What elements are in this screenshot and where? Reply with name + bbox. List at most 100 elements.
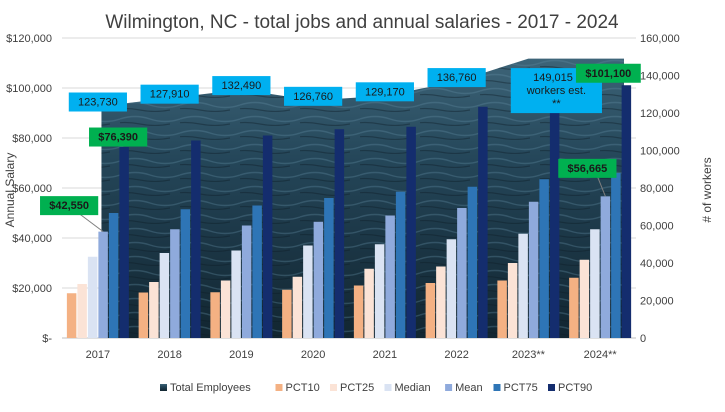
legend-label: PCT75: [504, 382, 538, 394]
y2-tick-label: 0: [640, 333, 646, 345]
y-tick-label: $40,000: [12, 233, 52, 245]
bar-median-0: [87, 256, 98, 338]
salary-callout-0: $42,550: [40, 196, 99, 216]
bar-pct25-7: [579, 259, 590, 338]
bar-median-2: [231, 250, 241, 338]
y-tick-label: $80,000: [12, 133, 52, 145]
employee-callout-4: 129,170: [355, 82, 414, 102]
legend-swatch: [330, 384, 337, 391]
bar-pct10-5: [425, 283, 436, 338]
bar-mean-3: [313, 221, 324, 338]
bar-pct75-3: [324, 198, 334, 338]
employee-callout-3: 126,760: [284, 86, 343, 106]
bar-pct25-3: [292, 276, 303, 338]
x-axis-ticks: 2017 2018 2019 2020 2021 2022 2023** 2024**: [86, 349, 618, 361]
bar-mean-5: [457, 208, 467, 338]
y-tick-label: $20,000: [12, 283, 52, 295]
bar-pct10-1: [138, 292, 149, 338]
bar-pct90-6: [549, 95, 560, 338]
salary-callout-1-text: $76,390: [98, 132, 138, 144]
bar-median-6: [518, 233, 528, 338]
bar-pct10-3: [282, 289, 292, 338]
employee-callout-6-text: 149,015 -: [533, 72, 580, 84]
employee-callout-3-box: [284, 86, 343, 106]
salary-callout-1-box: [89, 127, 148, 147]
legend-item-5: PCT75: [493, 382, 538, 394]
bar-pct25-4: [364, 268, 374, 338]
employee-callout-5-box: [427, 68, 486, 88]
bar-pct75-0: [108, 213, 119, 338]
employee-callout-1-box: [140, 84, 199, 104]
bar-pct90-0: [119, 147, 129, 338]
y2-tick-label: 160,000: [640, 33, 680, 45]
bar-pct10-4: [353, 285, 364, 338]
y-axis-title: Annual Salary: [3, 153, 17, 228]
bar-pct90-4: [406, 126, 416, 338]
bar-pct25-0: [77, 284, 87, 338]
bar-pct25-5: [436, 266, 446, 338]
legend-label: Median: [395, 382, 431, 394]
employee-callout-2: 132,490: [212, 76, 271, 96]
salary-callout-0-text: $42,550: [49, 200, 89, 212]
bars: [66, 85, 632, 338]
employee-callout-6-text: workers est.: [526, 85, 586, 97]
employee-callout-6-text: **: [552, 98, 561, 110]
y-axis-ticks: $- $20,000 $40,000 $60,000 $80,000 $100,000 $1…: [6, 33, 52, 345]
salary-callout-1: $76,390: [89, 127, 148, 147]
bar-pct90-1: [191, 140, 201, 338]
employee-callout-1: 127,910: [140, 84, 199, 104]
legend-label: PCT90: [558, 382, 592, 394]
salary-callout-0-box: [40, 196, 99, 216]
bar-mean-6: [528, 201, 539, 338]
y2-tick-label: 20,000: [640, 296, 674, 308]
legend-swatch: [548, 384, 555, 391]
x-tick-label: 2017: [86, 349, 110, 361]
x-tick-label: 2023**: [512, 349, 546, 361]
bar-mean-7: [600, 196, 611, 338]
legend-label: Mean: [455, 382, 483, 394]
bar-mean-4: [385, 215, 395, 338]
bar-pct10-0: [66, 293, 77, 338]
legend-swatch: [384, 384, 392, 391]
bar-median-4: [374, 244, 385, 338]
legend-item-4: Mean: [445, 382, 483, 394]
y2-tick-label: 60,000: [640, 221, 674, 233]
bar-pct25-2: [220, 280, 231, 338]
bar-mean-2: [241, 225, 252, 338]
salary-callout-leader-0: [78, 213, 104, 233]
y-tick-label: $-: [42, 333, 52, 345]
employee-callout-0-box: [68, 92, 127, 112]
employee-callout-0: 123,730: [68, 92, 127, 112]
chart-title: Wilmington, NC - total jobs and annual s…: [105, 12, 619, 33]
legend-item-1: PCT10: [275, 382, 320, 394]
bar-pct75-2: [252, 205, 262, 338]
employee-callout-0-text: 123,730: [78, 97, 118, 109]
employee-callout-3-text: 126,760: [293, 91, 333, 103]
y2-tick-label: 140,000: [640, 71, 680, 83]
legend-label: Total Employees: [170, 382, 251, 394]
bar-mean-0: [98, 231, 108, 338]
bar-pct75-7: [611, 173, 621, 338]
y2-tick-label: 120,000: [640, 108, 680, 120]
bar-median-1: [159, 253, 170, 338]
legend-label: PCT25: [340, 382, 374, 394]
legend-item-3: Median: [384, 382, 431, 394]
y2-tick-label: 80,000: [640, 183, 674, 195]
y-tick-label: $60,000: [12, 183, 52, 195]
employee-callout-2-box: [212, 76, 271, 96]
y2-tick-label: 40,000: [640, 258, 674, 270]
x-tick-label: 2024**: [584, 349, 618, 361]
employee-callout-1-text: 127,910: [150, 89, 190, 101]
x-tick-label: 2021: [373, 349, 397, 361]
legend-swatch: [160, 384, 167, 391]
legend-swatch: [275, 384, 283, 391]
legend-item-6: PCT90: [548, 382, 592, 394]
y-tick-label: $120,000: [6, 33, 52, 45]
legend-item-0: Total Employees: [160, 382, 251, 394]
legend-swatch: [493, 384, 501, 391]
y-tick-label: $100,000: [6, 83, 52, 95]
bar-pct75-5: [467, 186, 478, 338]
bar-pct25-6: [507, 263, 518, 338]
bar-median-5: [446, 239, 457, 338]
bar-mean-1: [170, 229, 180, 338]
